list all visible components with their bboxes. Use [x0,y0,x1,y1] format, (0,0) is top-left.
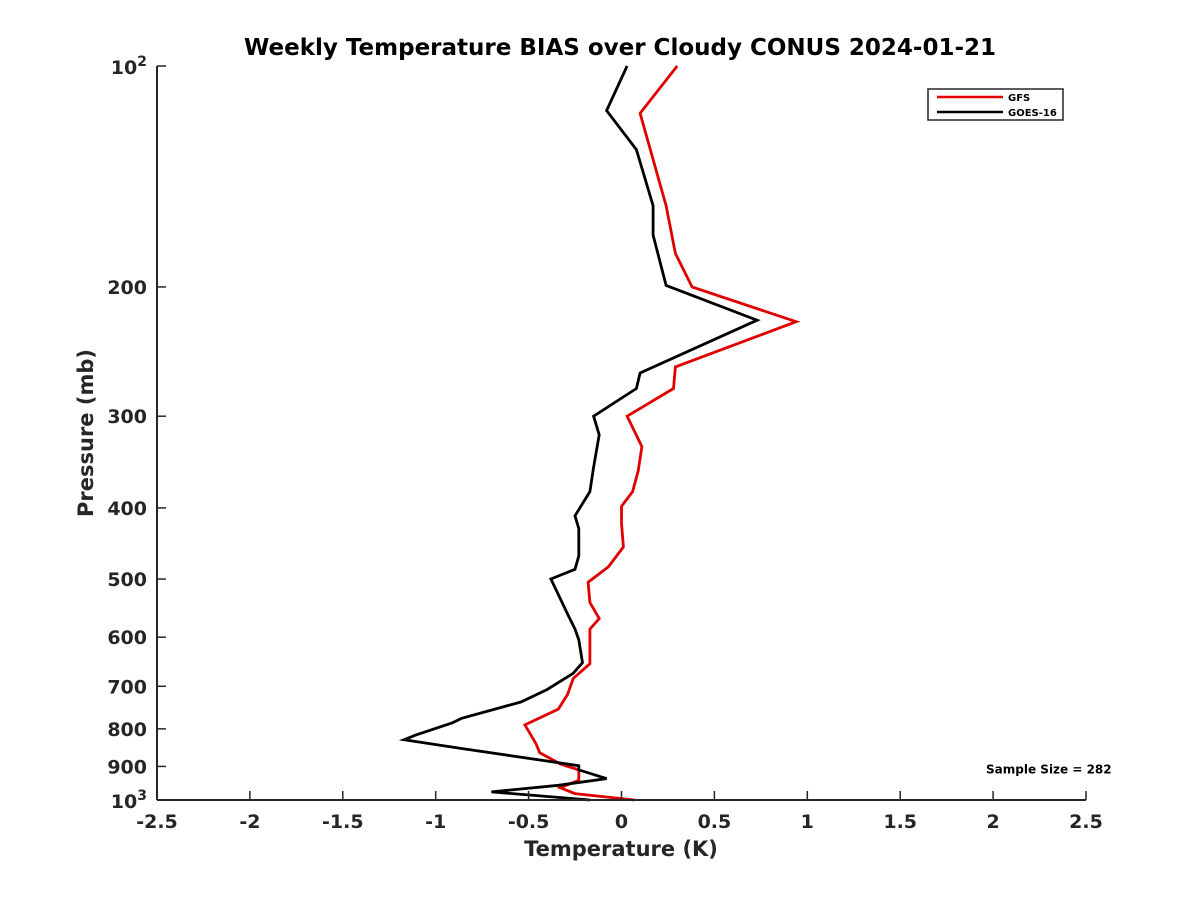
annotation-layer: Sample Size = 282 [986,762,1112,776]
x-axis-ticks: -2.5 -2 -1.5 -1 -0.5 0 0.5 1 1.5 2 2.5 [136,791,1103,833]
x-tick-label: -2 [239,811,260,833]
y-tick-label: 500 [107,569,147,591]
x-tick-label: -1.5 [322,811,364,833]
y-tick-base: 10 [111,791,137,813]
series-line-gfs [522,65,801,802]
y-tick-label: 300 [107,406,147,428]
x-tick-label: 1 [801,811,814,833]
legend-box [927,88,1064,121]
x-tick-label: 1.5 [883,811,917,833]
y-tick-label: 200 [107,277,147,299]
legend-label: GOES-16 [1008,108,1057,119]
chart-title: Weekly Temperature BIAS over Cloudy CONU… [244,35,996,61]
x-tick-label: -1 [425,811,446,833]
legend-label: GFS [1008,93,1030,104]
series-layer [398,65,801,802]
y-tick-label: 800 [107,719,147,741]
plot-area: -2.5 -2 -1.5 -1 -0.5 0 0.5 1 1.5 2 2.5 10220030040… [107,54,1111,833]
y-axis-label: Pressure (mb) [74,349,98,517]
x-tick-label: 0 [615,811,628,833]
x-axis-label: Temperature (K) [524,837,718,861]
legend: GFS GOES-16 [927,88,1064,121]
x-tick-label: 2 [986,811,999,833]
y-tick-label: 900 [107,756,147,778]
y-tick-label: 102 [111,54,147,79]
x-tick-label: -0.5 [508,811,550,833]
y-tick-label: 103 [111,788,147,813]
x-tick-label: -2.5 [136,811,178,833]
y-tick-exponent: 2 [137,54,147,70]
y-tick-label: 400 [107,498,147,520]
x-tick-label: 2.5 [1069,811,1103,833]
x-tick-label: 0.5 [698,811,732,833]
legend-items: GFS GOES-16 [937,93,1057,119]
annotation-sample-size: Sample Size = 282 [986,762,1112,776]
plot-background [157,66,1086,800]
y-tick-base: 10 [111,57,137,79]
series-line-goes-16 [398,65,761,802]
y-tick-label: 700 [107,676,147,698]
y-tick-label: 600 [107,627,147,649]
y-tick-exponent: 3 [137,788,147,804]
